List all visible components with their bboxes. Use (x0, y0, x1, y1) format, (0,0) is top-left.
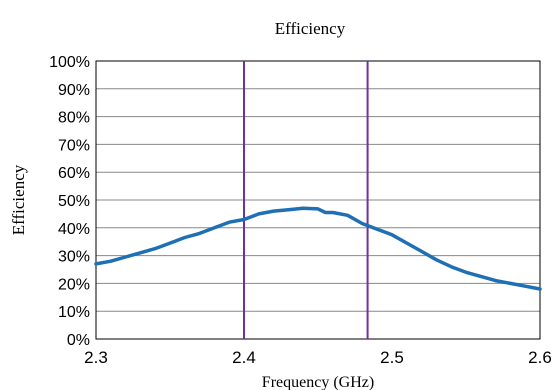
x-axis-label: Frequency (GHz) (262, 374, 374, 390)
gridlines (96, 60, 540, 340)
y-tick-label: 30% (58, 249, 90, 266)
y-tick-label: 90% (58, 82, 90, 99)
efficiency-line (94, 206, 542, 291)
x-tick-label: 2.4 (232, 348, 256, 367)
band-markers (243, 61, 369, 339)
x-tick-label: 2.5 (380, 348, 404, 367)
chart-title: Efficiency (275, 19, 346, 38)
series-layer (94, 206, 542, 291)
plot-area (95, 60, 541, 340)
y-tick-label: 100% (49, 54, 90, 71)
y-tick-label: 60% (58, 165, 90, 182)
y-tick-label: 70% (58, 137, 90, 154)
y-tick-labels: 0% 10% 20% 30% 40% 50% 60% 70% 80% 90% 100% (49, 54, 90, 349)
y-axis-label: Efficiency (9, 164, 28, 235)
y-tick-label: 80% (58, 110, 90, 127)
y-tick-label: 20% (58, 276, 90, 293)
x-tick-label: 2.3 (84, 348, 108, 367)
y-tick-label: 10% (58, 304, 90, 321)
x-tick-label: 2.6 (528, 348, 552, 367)
y-tick-label: 40% (58, 221, 90, 238)
x-tick-labels: 2.3 2.4 2.5 2.6 (84, 348, 552, 367)
y-tick-label: 0% (67, 332, 90, 349)
y-tick-label: 50% (58, 193, 90, 210)
